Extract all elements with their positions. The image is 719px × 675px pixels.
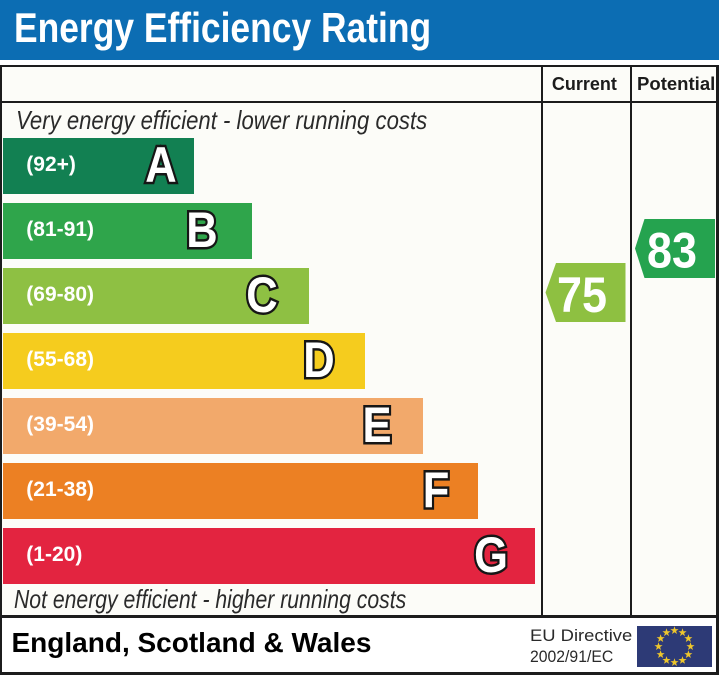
svg-text:C: C — [247, 267, 278, 322]
svg-text:D: D — [304, 332, 335, 387]
svg-text:E: E — [363, 397, 392, 452]
svg-text:B: B — [187, 202, 218, 257]
svg-text:G: G — [474, 527, 508, 582]
svg-text:A: A — [146, 137, 177, 192]
svg-text:75: 75 — [557, 267, 607, 323]
svg-text:F: F — [423, 462, 450, 517]
svg-text:83: 83 — [647, 223, 697, 279]
